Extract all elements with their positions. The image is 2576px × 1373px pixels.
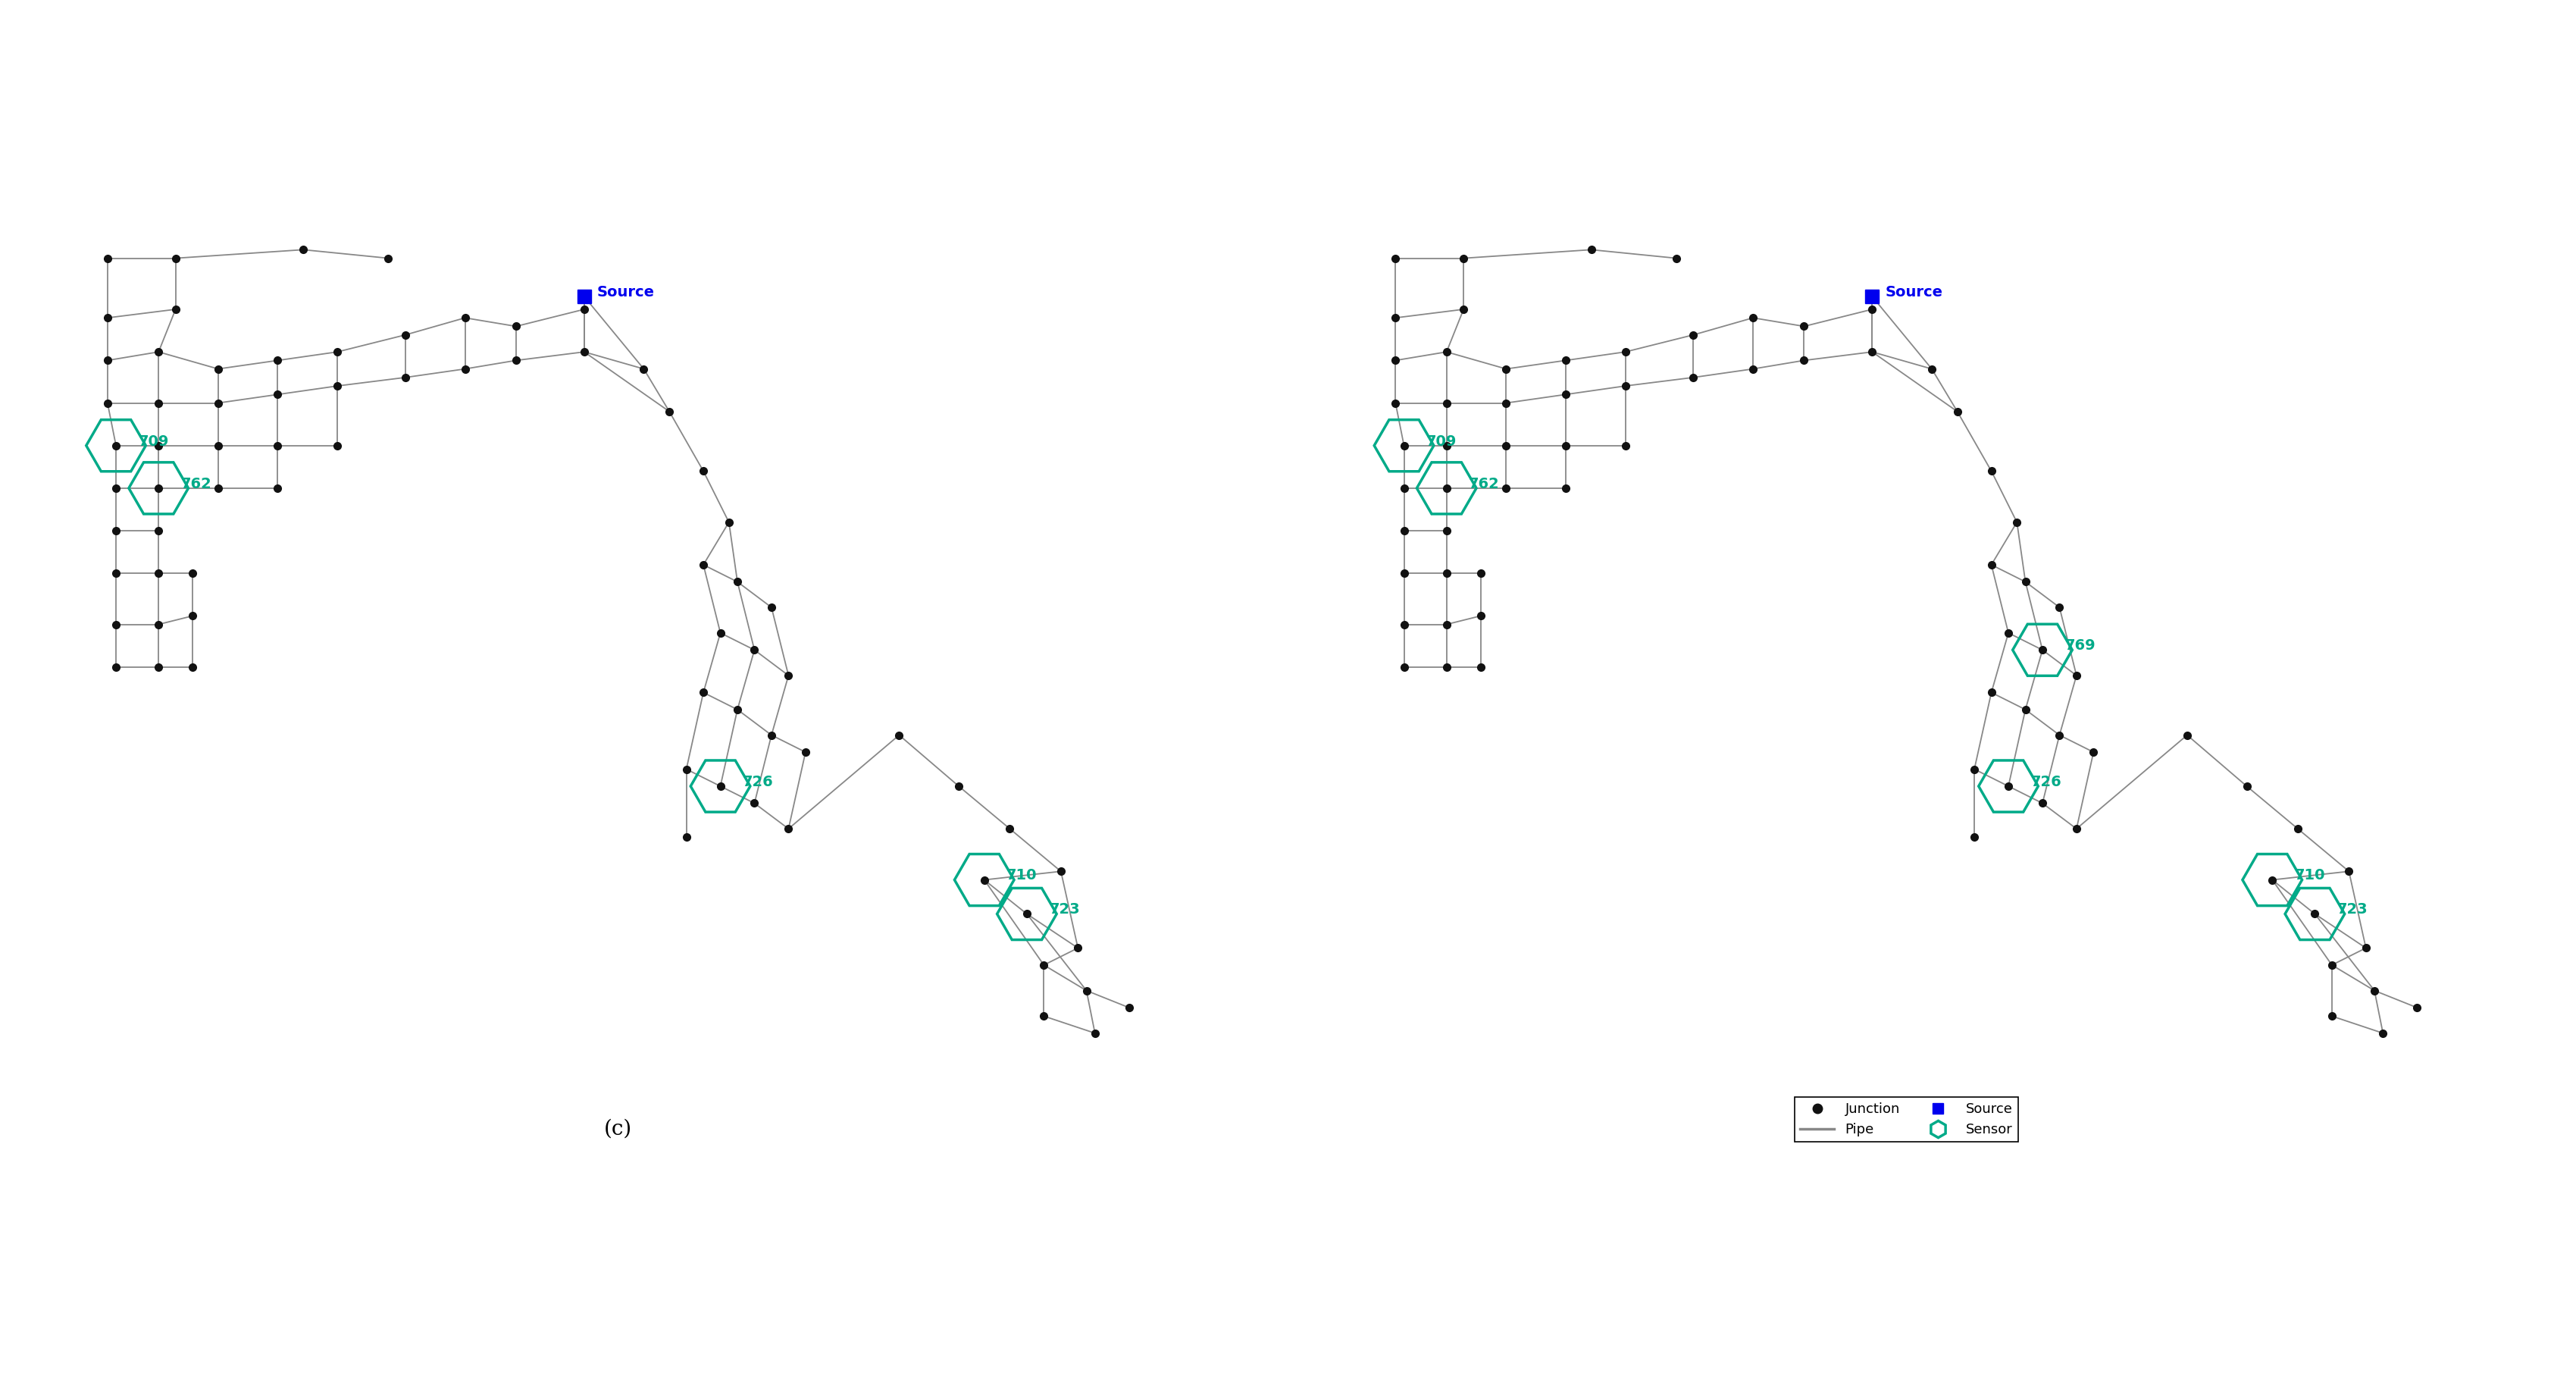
Text: (c): (c)	[605, 1119, 631, 1140]
Text: (d): (d)	[1888, 1119, 1924, 1140]
Text: 726: 726	[742, 774, 773, 789]
Text: 710: 710	[1007, 868, 1038, 883]
Legend: Junction, Pipe, Source, Sensor: Junction, Pipe, Source, Sensor	[1795, 1097, 2017, 1142]
Text: Source: Source	[598, 286, 654, 299]
Text: 769: 769	[2066, 638, 2097, 654]
Text: 709: 709	[1427, 434, 1458, 449]
Text: 710: 710	[2295, 868, 2326, 883]
Text: 762: 762	[1468, 476, 1499, 492]
Text: Source: Source	[1886, 286, 1942, 299]
Text: 723: 723	[1048, 902, 1079, 917]
Text: 709: 709	[139, 434, 170, 449]
Text: 726: 726	[2030, 774, 2061, 789]
Text: 723: 723	[2336, 902, 2367, 917]
Text: 762: 762	[180, 476, 211, 492]
